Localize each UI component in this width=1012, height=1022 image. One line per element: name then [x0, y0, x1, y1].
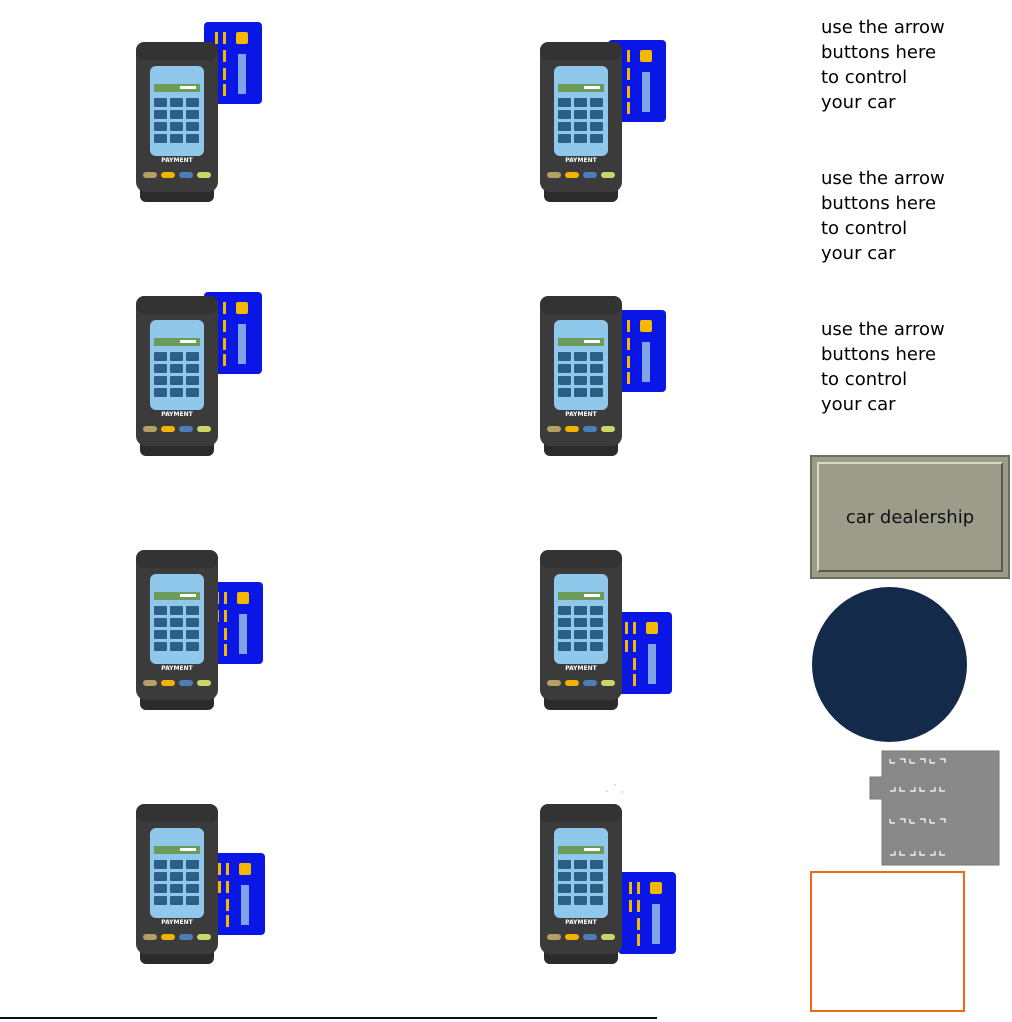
terminal-label: PAYMENT [565, 665, 597, 672]
payment-terminal[interactable]: PAYMENT [132, 782, 272, 967]
credit-card-icon [207, 853, 265, 935]
terminal-label: PAYMENT [565, 157, 597, 164]
payment-terminal[interactable]: PAYMENT [536, 782, 676, 967]
credit-card-icon [614, 612, 672, 694]
control-pad[interactable] [812, 587, 967, 742]
payment-terminal-icon: PAYMENT [136, 22, 262, 202]
floor-line [0, 1017, 657, 1019]
terminal-label: PAYMENT [565, 919, 597, 926]
spark-icon [606, 784, 623, 793]
terminal-label: PAYMENT [161, 919, 193, 926]
credit-card-icon [608, 40, 666, 122]
payment-terminal-icon: PAYMENT [540, 804, 676, 964]
payment-terminal-icon: PAYMENT [136, 550, 263, 710]
car-dealership-button[interactable]: car dealership [810, 455, 1010, 579]
payment-terminal-icon: PAYMENT [540, 550, 672, 710]
payment-terminal[interactable]: PAYMENT [536, 20, 676, 205]
payment-terminal-icon: PAYMENT [136, 804, 265, 964]
payment-terminal[interactable]: PAYMENT [132, 274, 272, 459]
terminal-label: PAYMENT [161, 665, 193, 672]
payment-terminal[interactable]: PAYMENT [536, 274, 676, 459]
credit-card-icon [204, 292, 262, 374]
payment-terminal[interactable]: PAYMENT [132, 528, 272, 713]
payment-terminal[interactable]: PAYMENT [132, 20, 272, 205]
credit-card-icon [204, 22, 262, 104]
terminal-label: PAYMENT [161, 411, 193, 418]
payment-terminal-icon: PAYMENT [136, 292, 262, 456]
hint-text: use the arrow buttons here to control yo… [821, 168, 945, 264]
hint-text: use the arrow buttons here to control yo… [821, 17, 945, 113]
payment-terminal-icon: PAYMENT [540, 296, 666, 456]
payment-terminal[interactable]: PAYMENT [536, 528, 676, 713]
terminal-label: PAYMENT [161, 157, 193, 164]
terminal-label: PAYMENT [565, 411, 597, 418]
building-icon[interactable] [868, 747, 1003, 874]
button-bevel [817, 462, 1003, 572]
credit-card-icon [618, 872, 676, 954]
credit-card-icon [205, 582, 263, 664]
empty-slot[interactable] [810, 871, 965, 1012]
hint-text: use the arrow buttons here to control yo… [821, 319, 945, 415]
car-dealership-label: car dealership [845, 507, 975, 528]
payment-terminal-icon: PAYMENT [540, 40, 666, 202]
